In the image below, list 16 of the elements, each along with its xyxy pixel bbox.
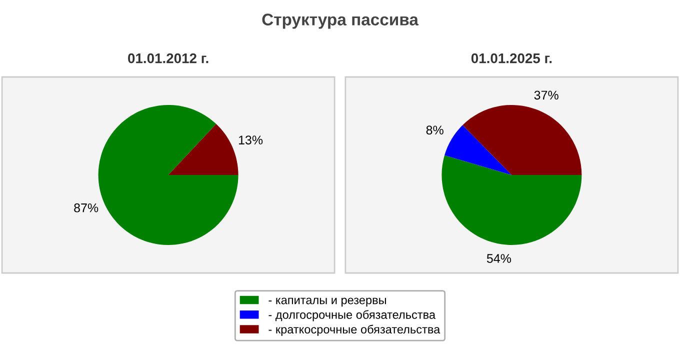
data-label: 87% — [74, 203, 98, 212]
legend-label: - долгосрочные обязательства — [268, 310, 436, 322]
data-label: 54% — [486, 254, 512, 263]
data-label: 8% — [426, 126, 444, 134]
chart-title: Структура пассива — [262, 14, 419, 29]
chart-subtitle: 01.01.2025 г. — [471, 53, 552, 64]
pie-slice — [462, 105, 582, 175]
data-label: 13% — [238, 136, 263, 144]
data-label: 37% — [534, 90, 558, 100]
legend-label: - капиталы и резервы — [268, 298, 386, 307]
pie-slice — [442, 155, 582, 245]
legend-label: - краткосрочные обязательства — [268, 324, 440, 336]
pie-slice — [444, 125, 512, 175]
pie-slice — [168, 124, 238, 175]
pie-slice — [98, 105, 238, 245]
chart-subtitle: 01.01.2012 г. — [128, 53, 208, 64]
